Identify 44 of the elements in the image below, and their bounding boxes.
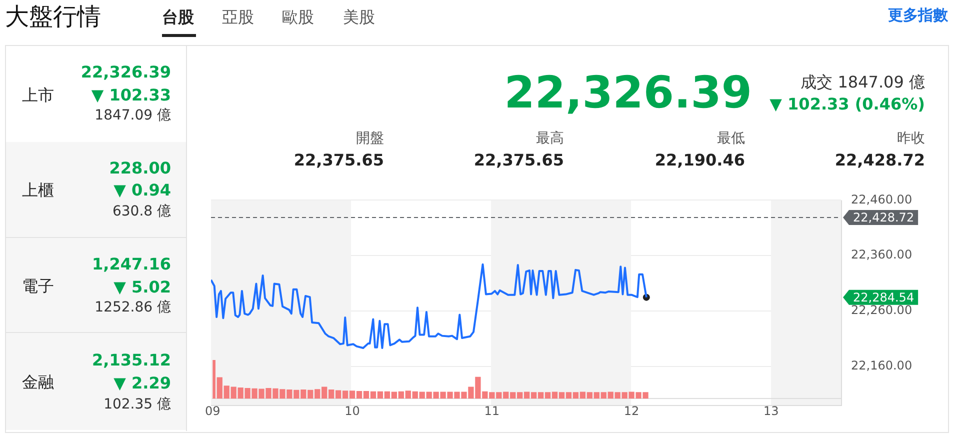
text: 亞股 bbox=[222, 7, 254, 27]
text: 最低 bbox=[717, 130, 745, 148]
x-tick-label: 12 bbox=[624, 404, 640, 418]
text: 22,375.65 bbox=[474, 150, 564, 170]
text: 歐股 bbox=[282, 7, 314, 27]
text: 成交 1847.09 億 bbox=[800, 72, 925, 92]
text: 大盤行情 bbox=[5, 2, 101, 32]
y-tick-label: 22,360.00 bbox=[851, 248, 912, 262]
text: 1252.86 億 bbox=[94, 300, 171, 316]
text: 上櫃 bbox=[22, 180, 54, 200]
text: 22,375.65 bbox=[294, 150, 384, 170]
text: 22,326.39 bbox=[80, 62, 171, 82]
text: 22,326.39 bbox=[504, 68, 752, 120]
text: 昨收 bbox=[897, 130, 925, 148]
text: 102.35 億 bbox=[104, 396, 171, 414]
text: ▼ 5.02 bbox=[114, 277, 171, 297]
text: ▼ 0.94 bbox=[114, 180, 171, 200]
text: 1847.09 億 bbox=[94, 108, 171, 124]
text: 開盤 bbox=[356, 130, 384, 148]
text: 630.8 億 bbox=[112, 204, 171, 220]
text: 更多指數 bbox=[888, 6, 948, 24]
x-tick-label: 10 bbox=[344, 404, 360, 418]
y-tick-label: 22,160.00 bbox=[851, 358, 912, 372]
x-tick-label: 13 bbox=[764, 404, 779, 418]
y-tick-label: 22,260.00 bbox=[851, 303, 912, 318]
text: 22,190.46 bbox=[654, 150, 745, 170]
text: 上市 bbox=[22, 85, 54, 105]
text: 228.00 bbox=[109, 158, 171, 178]
text: 電子 bbox=[22, 276, 54, 296]
text: 台股 bbox=[162, 7, 194, 27]
text: ▼ 102.33 bbox=[91, 85, 171, 105]
text: 最高 bbox=[536, 130, 564, 148]
text: ▼ 2.29 bbox=[114, 373, 171, 393]
text: 2,135.12 bbox=[92, 350, 171, 370]
y-tick-label: 22,460.00 bbox=[851, 192, 912, 206]
text: 美股 bbox=[343, 7, 375, 27]
text: ▼ 102.33 (0.46%) bbox=[770, 94, 925, 114]
text: 1,247.16 bbox=[92, 254, 171, 274]
ref-line-label: 22,428.72 bbox=[853, 210, 914, 225]
text: 金融 bbox=[22, 372, 54, 392]
x-tick-label: 11 bbox=[484, 404, 500, 418]
x-tick-label: 09 bbox=[204, 404, 220, 418]
text: 22,428.72 bbox=[834, 150, 925, 170]
text: 22,284.54 bbox=[853, 290, 914, 304]
